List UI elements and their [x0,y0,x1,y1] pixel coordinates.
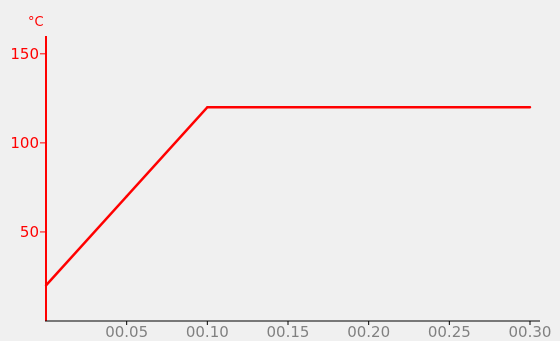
x-tick-label: 00.15 [267,323,310,341]
y-tick-label: 50 [20,223,39,241]
x-tick-label: 00.20 [347,323,390,341]
data-point [528,106,532,109]
x-tick-label: 00.25 [428,323,471,341]
data-point [44,284,48,287]
data-point [206,106,209,109]
y-axis-unit-label: °C [28,15,44,30]
x-tick-label: 00.10 [186,323,229,341]
y-tick-label: 150 [10,45,39,63]
data-point [125,195,128,198]
x-tick-label: 00.05 [105,323,148,341]
x-tick-label: 00.30 [509,323,552,341]
y-tick-label: 100 [10,134,39,152]
temperature-series-line [45,106,530,287]
